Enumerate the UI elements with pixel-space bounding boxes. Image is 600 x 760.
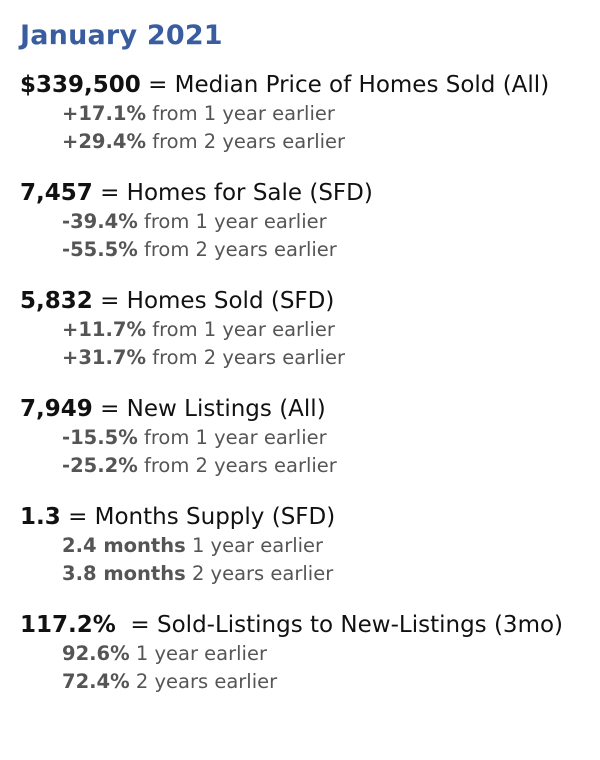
comparison-line: +29.4% from 2 years earlier bbox=[20, 128, 600, 156]
stat-headline: 117.2% = Sold-Listings to New-Listings (… bbox=[20, 610, 600, 640]
comparison-value: +29.4% bbox=[62, 130, 146, 153]
page-title: January 2021 bbox=[20, 20, 223, 51]
comparison-value: -39.4% bbox=[62, 210, 138, 233]
comparison-value: -55.5% bbox=[62, 238, 138, 261]
stat-label: = Homes Sold (SFD) bbox=[100, 288, 335, 314]
stat-headline: $339,500 = Median Price of Homes Sold (A… bbox=[20, 70, 600, 100]
stat-value: 117.2% bbox=[20, 612, 116, 638]
stat-new-listings: 7,949 = New Listings (All) -15.5% from 1… bbox=[20, 394, 600, 480]
comparison-text: from 1 year earlier bbox=[143, 210, 327, 233]
stat-label: = Months Supply (SFD) bbox=[68, 504, 336, 530]
comparison-line: +17.1% from 1 year earlier bbox=[20, 100, 600, 128]
comparison-line: 72.4% 2 years earlier bbox=[20, 668, 600, 696]
comparison-text: from 1 year earlier bbox=[152, 102, 335, 125]
comparison-line: 92.6% 1 year earlier bbox=[20, 640, 600, 668]
comparison-line: -25.2% from 2 years earlier bbox=[20, 452, 600, 480]
comparison-value: +31.7% bbox=[62, 346, 146, 369]
comparison-text: from 2 years earlier bbox=[152, 346, 346, 369]
comparison-text: from 2 years earlier bbox=[143, 454, 337, 477]
stat-months-supply: 1.3 = Months Supply (SFD) 2.4 months 1 y… bbox=[20, 502, 600, 588]
stat-headline: 1.3 = Months Supply (SFD) bbox=[20, 502, 600, 532]
comparison-text: 1 year earlier bbox=[191, 534, 324, 557]
stat-value: $339,500 bbox=[20, 72, 141, 98]
comparison-text: from 1 year earlier bbox=[143, 426, 327, 449]
comparison-line: 3.8 months 2 years earlier bbox=[20, 560, 600, 588]
comparison-line: -15.5% from 1 year earlier bbox=[20, 424, 600, 452]
comparison-line: -39.4% from 1 year earlier bbox=[20, 208, 600, 236]
comparison-line: -55.5% from 2 years earlier bbox=[20, 236, 600, 264]
comparison-value: 2.4 months bbox=[62, 534, 186, 557]
comparison-line: 2.4 months 1 year earlier bbox=[20, 532, 600, 560]
comparison-text: from 2 years earlier bbox=[143, 238, 337, 261]
comparison-text: from 2 years earlier bbox=[152, 130, 346, 153]
comparison-value: 72.4% bbox=[62, 670, 130, 693]
comparison-text: 1 year earlier bbox=[135, 642, 267, 665]
comparison-value: +11.7% bbox=[62, 318, 146, 341]
comparison-line: +11.7% from 1 year earlier bbox=[20, 316, 600, 344]
stat-median-price: $339,500 = Median Price of Homes Sold (A… bbox=[20, 70, 600, 156]
comparison-text: 2 years earlier bbox=[135, 670, 278, 693]
comparison-text: 2 years earlier bbox=[191, 562, 334, 585]
comparison-value: +17.1% bbox=[62, 102, 146, 125]
stat-value: 5,832 bbox=[20, 288, 93, 314]
stat-headline: 7,457 = Homes for Sale (SFD) bbox=[20, 178, 600, 208]
comparison-value: -25.2% bbox=[62, 454, 138, 477]
comparison-value: 92.6% bbox=[62, 642, 130, 665]
stat-value: 1.3 bbox=[20, 504, 61, 530]
stat-label: = Median Price of Homes Sold (All) bbox=[148, 72, 550, 98]
stat-label: = New Listings (All) bbox=[100, 396, 326, 422]
stat-label: = Homes for Sale (SFD) bbox=[100, 180, 373, 206]
comparison-text: from 1 year earlier bbox=[152, 318, 335, 341]
comparison-value: 3.8 months bbox=[62, 562, 186, 585]
stat-headline: 7,949 = New Listings (All) bbox=[20, 394, 600, 424]
stat-homes-for-sale: 7,457 = Homes for Sale (SFD) -39.4% from… bbox=[20, 178, 600, 264]
stat-value: 7,949 bbox=[20, 396, 93, 422]
stat-value: 7,457 bbox=[20, 180, 93, 206]
stat-label: = Sold-Listings to New-Listings (3mo) bbox=[123, 612, 564, 638]
comparison-value: -15.5% bbox=[62, 426, 138, 449]
stat-homes-sold: 5,832 = Homes Sold (SFD) +11.7% from 1 y… bbox=[20, 286, 600, 372]
stat-headline: 5,832 = Homes Sold (SFD) bbox=[20, 286, 600, 316]
comparison-line: +31.7% from 2 years earlier bbox=[20, 344, 600, 372]
stat-sold-to-new-listings: 117.2% = Sold-Listings to New-Listings (… bbox=[20, 610, 600, 696]
